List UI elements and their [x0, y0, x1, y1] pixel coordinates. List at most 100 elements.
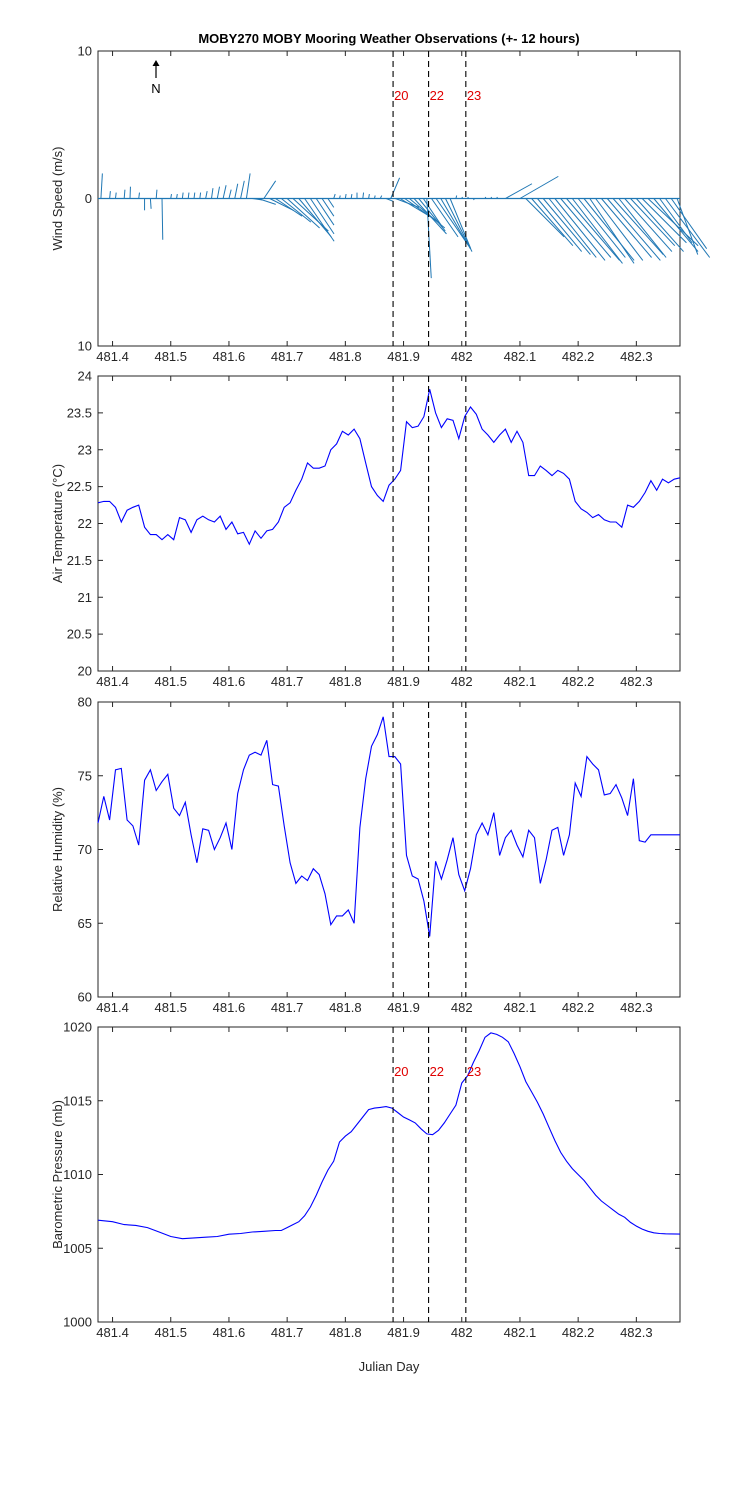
wind-vector [496, 196, 498, 199]
wind-vector [422, 198, 442, 226]
wind-vector [286, 198, 320, 229]
wind-vector [100, 173, 103, 199]
wind-vector [612, 198, 664, 255]
x-tick-label: 481.5 [154, 1000, 187, 1015]
panel-air-temperature: 481.4 481.5 481.6 481.7 481.8 481.9 482 482.1 48… [50, 369, 681, 689]
y-tick-label: 23 [78, 442, 92, 457]
y-tick-label: 20 [78, 664, 92, 679]
wind-vector [606, 198, 661, 261]
wind-vector [390, 177, 401, 199]
wind-vector [228, 189, 232, 199]
y-tick-label: 1020 [63, 1020, 92, 1035]
x-tick-label: 481.9 [387, 1000, 420, 1015]
wind-vector [216, 186, 221, 199]
x-tick-label: 482.1 [504, 1325, 537, 1340]
wind-vector [440, 198, 471, 249]
y-tick-label: 23.5 [67, 405, 92, 420]
event-label: 22 [430, 1064, 444, 1079]
y-tick-label: 1015 [63, 1093, 92, 1108]
x-tick-label: 482.2 [562, 674, 595, 689]
wind-vector [245, 173, 251, 199]
y-tick-label: 60 [78, 990, 92, 1005]
wind-vector [199, 192, 202, 199]
wind-vector [176, 193, 178, 199]
series-line [97, 389, 681, 546]
wind-vector [461, 196, 463, 199]
wind-vector [560, 198, 612, 258]
x-tick-label: 481.4 [96, 674, 129, 689]
y-tick-label: 65 [78, 916, 92, 931]
wind-vector [310, 198, 335, 235]
y-tick-label: 20.5 [67, 627, 92, 642]
wind-vector [170, 193, 172, 199]
x-tick-label: 482.3 [620, 1325, 653, 1340]
wind-vector [601, 198, 652, 258]
wind-vector [304, 198, 335, 242]
wind-vector [589, 198, 635, 264]
wind-vector [624, 198, 673, 252]
x-tick-label: 481.5 [154, 349, 187, 364]
y-tick-label: 75 [78, 768, 92, 783]
event-label: 22 [430, 88, 444, 103]
y-tick-label: 0 [85, 191, 92, 206]
y-tick-label: 1010 [63, 1167, 92, 1182]
x-tick-label: 481.9 [387, 1325, 420, 1340]
wind-vector [149, 198, 152, 209]
x-tick-label: 481.4 [96, 1325, 129, 1340]
plot-area [97, 375, 681, 672]
wind-vector [344, 193, 347, 199]
plot-area [97, 1026, 681, 1323]
wind-vector [327, 198, 335, 208]
event-label: 20 [394, 1064, 408, 1079]
x-tick-label: 481.9 [387, 674, 420, 689]
y-tick-label: 1000 [63, 1315, 92, 1330]
wind-vector [426, 198, 432, 279]
wind-vector [525, 198, 565, 238]
x-tick-label: 481.6 [213, 349, 246, 364]
panel-barometric-pressure: 481.4 481.5 481.6 481.7 481.8 481.9 482 482.1 48… [50, 1020, 681, 1340]
wind-vector [467, 196, 469, 199]
x-tick-label: 481.7 [271, 1000, 304, 1015]
chart-title: MOBY270 MOBY Mooring Weather Observation… [198, 31, 579, 46]
wind-vector [431, 198, 459, 238]
x-tick-label: 482.1 [504, 1000, 537, 1015]
wind-vector [292, 198, 329, 232]
wind-vector [641, 198, 687, 244]
wind-vector [548, 198, 597, 258]
y-tick-label: 70 [78, 842, 92, 857]
wind-vector [234, 183, 239, 199]
wind-vector [630, 198, 676, 247]
wind-vector [635, 198, 684, 252]
x-tick-label: 481.7 [271, 674, 304, 689]
wind-vector [362, 192, 365, 199]
x-tick-label: 482.1 [504, 349, 537, 364]
x-tick-label: 481.8 [329, 674, 362, 689]
wind-vector [210, 188, 214, 199]
x-tick-label: 482.2 [562, 1000, 595, 1015]
wind-vector [455, 195, 458, 199]
wind-vector [413, 198, 447, 235]
wind-vector [269, 198, 294, 211]
wind-vector [399, 198, 430, 217]
x-tick-label: 481.8 [329, 1325, 362, 1340]
wind-vector [339, 195, 341, 199]
x-tick-label: 481.8 [329, 349, 362, 364]
north-arrowhead-icon [152, 60, 160, 66]
wind-vector [435, 198, 470, 246]
series-line [97, 716, 680, 937]
wind-vector [659, 198, 693, 244]
x-tick-label: 482.2 [562, 1325, 595, 1340]
wind-vector [385, 198, 394, 202]
wind-vector [505, 183, 533, 199]
y-axis-label: Wind Speed (m/s) [50, 146, 65, 250]
event-label: 20 [394, 88, 408, 103]
wind-vector [263, 180, 277, 199]
wind-vector [368, 193, 370, 199]
y-tick-label: 1005 [63, 1241, 92, 1256]
wind-vector [161, 198, 164, 240]
wind-vector [595, 198, 644, 261]
wind-vector [114, 192, 117, 199]
wind-vector [123, 189, 126, 199]
wind-vector [257, 198, 276, 205]
